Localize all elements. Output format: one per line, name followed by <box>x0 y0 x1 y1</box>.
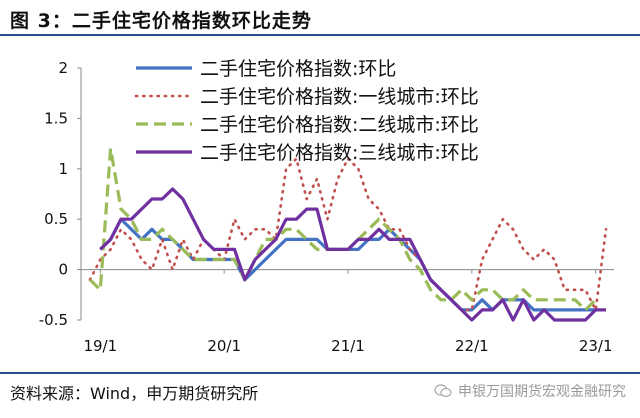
source-note: 资料来源：Wind，申万期货研究所 <box>10 384 259 403</box>
legend-label-2: 二手住宅价格指数:一线城市:环比 <box>200 86 479 108</box>
y-tick-label: 0 <box>58 261 68 279</box>
title-rule <box>0 34 640 36</box>
source-rule <box>0 372 640 374</box>
y-tick-label: 1.5 <box>44 109 68 127</box>
y-tick-label: 1 <box>58 160 68 178</box>
legend-label-1: 二手住宅价格指数:环比 <box>200 58 396 80</box>
series-line-2 <box>88 157 608 312</box>
chart-series <box>88 147 608 322</box>
legend-label-3: 二手住宅价格指数:二线城市:环比 <box>200 114 479 136</box>
y-tick-label: -0.5 <box>39 311 68 329</box>
series-line-3 <box>88 147 597 312</box>
watermark: 申银万国期货宏观金融研究 <box>434 381 626 401</box>
y-tick-label: 2 <box>58 59 68 77</box>
x-tick-label: 22/1 <box>455 337 489 355</box>
figure-title: 图 3：二手住宅价格指数环比走势 <box>10 10 312 32</box>
y-tick-label: 0.5 <box>44 210 68 228</box>
x-tick-label: 21/1 <box>331 337 365 355</box>
chart-axes: 2 1.5 1 0.5 0 -0.5 19/1 20/1 21/1 22/1 23/1 <box>39 59 614 355</box>
x-tick-label: 20/1 <box>207 337 241 355</box>
legend-label-4: 二手住宅价格指数:三线城市:环比 <box>200 142 479 164</box>
x-tick-label: 19/1 <box>83 337 117 355</box>
chart-legend: 二手住宅价格指数:环比二手住宅价格指数:一线城市:环比二手住宅价格指数:二线城市… <box>134 58 479 164</box>
x-tick-label: 23/1 <box>579 337 613 355</box>
line-chart: 2 1.5 1 0.5 0 -0.5 19/1 20/1 21/1 22/1 23/1 二手住宅价格… <box>39 58 614 355</box>
watermark-text: 申银万国期货宏观金融研究 <box>458 384 626 400</box>
wechat-icon <box>434 384 452 398</box>
series-line-4 <box>99 187 606 322</box>
